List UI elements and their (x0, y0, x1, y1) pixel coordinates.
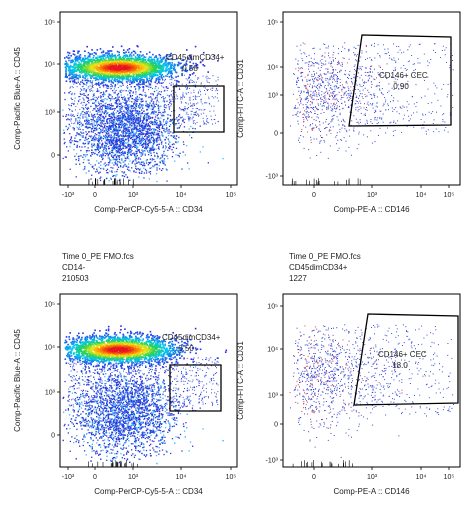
plot-frame (282, 293, 461, 468)
x-tick-label: -10³ (62, 474, 75, 481)
gate-name: CD146+ CEC (378, 350, 427, 359)
x-tick-label: 0 (93, 474, 97, 481)
y-tick-label: -10³ (266, 458, 279, 465)
x-tick-label: 10³ (367, 192, 378, 199)
y-tick-label: 0 (51, 433, 55, 440)
y-tick-label: -10³ (266, 174, 279, 181)
x-tick-label: 10³ (128, 474, 139, 481)
x-axis-label: Comp-PerCP-Cy5-5-A :: CD34 (94, 487, 203, 496)
x-tick-label: 10³ (367, 474, 378, 481)
x-axis-label: Comp-PE-A :: CD146 (333, 487, 410, 496)
flow-panel-1: -10³ 0 10³ 10⁴ 10⁵ 0 10³ 10⁴ 10⁵ Comp-PerCP-Cy5-5… (13, 11, 238, 214)
y-tick-label: 0 (274, 131, 278, 138)
y-tick-label: 10⁵ (44, 20, 55, 27)
y-axis-label: Comp-FITC-A :: CD31 (236, 341, 245, 420)
y-tick-label: 10³ (268, 393, 279, 400)
x-axis-label: Comp-PerCP-Cy5-5-A :: CD34 (94, 205, 203, 214)
y-axis-label: Comp-Pacific Blue-A :: CD45 (13, 47, 22, 150)
gate-name: CD146+ CEC (379, 71, 428, 80)
panel-header-line: 1227 (289, 274, 307, 283)
y-axis-label: Comp-FITC-A :: CD31 (236, 59, 245, 138)
x-tick-label: 0 (312, 474, 316, 481)
y-axis-label: Comp-Pacific Blue-A :: CD45 (13, 329, 22, 432)
x-axis-label: Comp-PE-A :: CD146 (333, 205, 410, 214)
y-tick-label: 10³ (45, 390, 56, 397)
y-tick-label: 10⁵ (267, 20, 278, 27)
x-tick-label: 10⁴ (416, 192, 427, 199)
y-tick-label: 10⁴ (44, 345, 55, 352)
gate-outline (173, 85, 225, 133)
y-tick-label: 0 (51, 153, 55, 160)
gate-name: CD45dimCD34+ (166, 53, 225, 62)
gate-outline (169, 364, 222, 412)
gate-outline (348, 34, 452, 127)
panel-header-line: CD45dimCD34+ (289, 263, 348, 272)
x-tick-label: 10⁵ (444, 474, 455, 481)
x-tick-label: -10³ (62, 192, 75, 199)
y-tick-label: 0 (274, 422, 278, 429)
x-tick-label: 10⁴ (176, 192, 187, 199)
y-tick-label: 10⁴ (44, 62, 55, 69)
x-tick-label: 10⁵ (226, 192, 237, 199)
gate-value: 0.58 (182, 64, 198, 73)
plot-frame (59, 11, 238, 186)
y-tick-label: 10⁵ (44, 302, 55, 309)
x-tick-label: 10⁴ (176, 474, 187, 481)
y-tick-label: 10⁴ (267, 65, 278, 72)
gate-value: 0.90 (393, 82, 409, 91)
plot-frame (59, 293, 238, 468)
x-tick-label: 0 (312, 192, 316, 199)
y-tick-label: 10⁴ (267, 347, 278, 354)
x-tick-label: 10⁵ (226, 474, 237, 481)
x-tick-label: 10⁵ (444, 192, 455, 199)
y-tick-label: 10³ (268, 93, 279, 100)
panel-header-line: Time 0_PE FMO.fcs (62, 252, 134, 261)
panel-header-line: 210503 (62, 274, 89, 283)
flow-panel-3: -10³ 0 10³ 10⁴ 10⁵ 0 10³ 10⁴ 10⁵ Comp-PerCP-Cy5-5… (13, 252, 238, 496)
panel-header-line: CD14- (62, 263, 85, 272)
y-tick-label: 10³ (45, 110, 56, 117)
gate-value: 18.0 (392, 361, 408, 370)
y-tick-label: 10⁵ (267, 304, 278, 311)
gate-value: 0.50 (178, 344, 194, 353)
x-tick-label: 10³ (128, 192, 139, 199)
gate-name: CD45dimCD34+ (162, 333, 221, 342)
plot-frame (282, 11, 461, 186)
x-tick-label: 0 (93, 192, 97, 199)
x-tick-label: 10⁴ (416, 474, 427, 481)
panel-header-line: Time 0_PE FMO.fcs (289, 252, 361, 261)
gate-outline (353, 313, 459, 406)
